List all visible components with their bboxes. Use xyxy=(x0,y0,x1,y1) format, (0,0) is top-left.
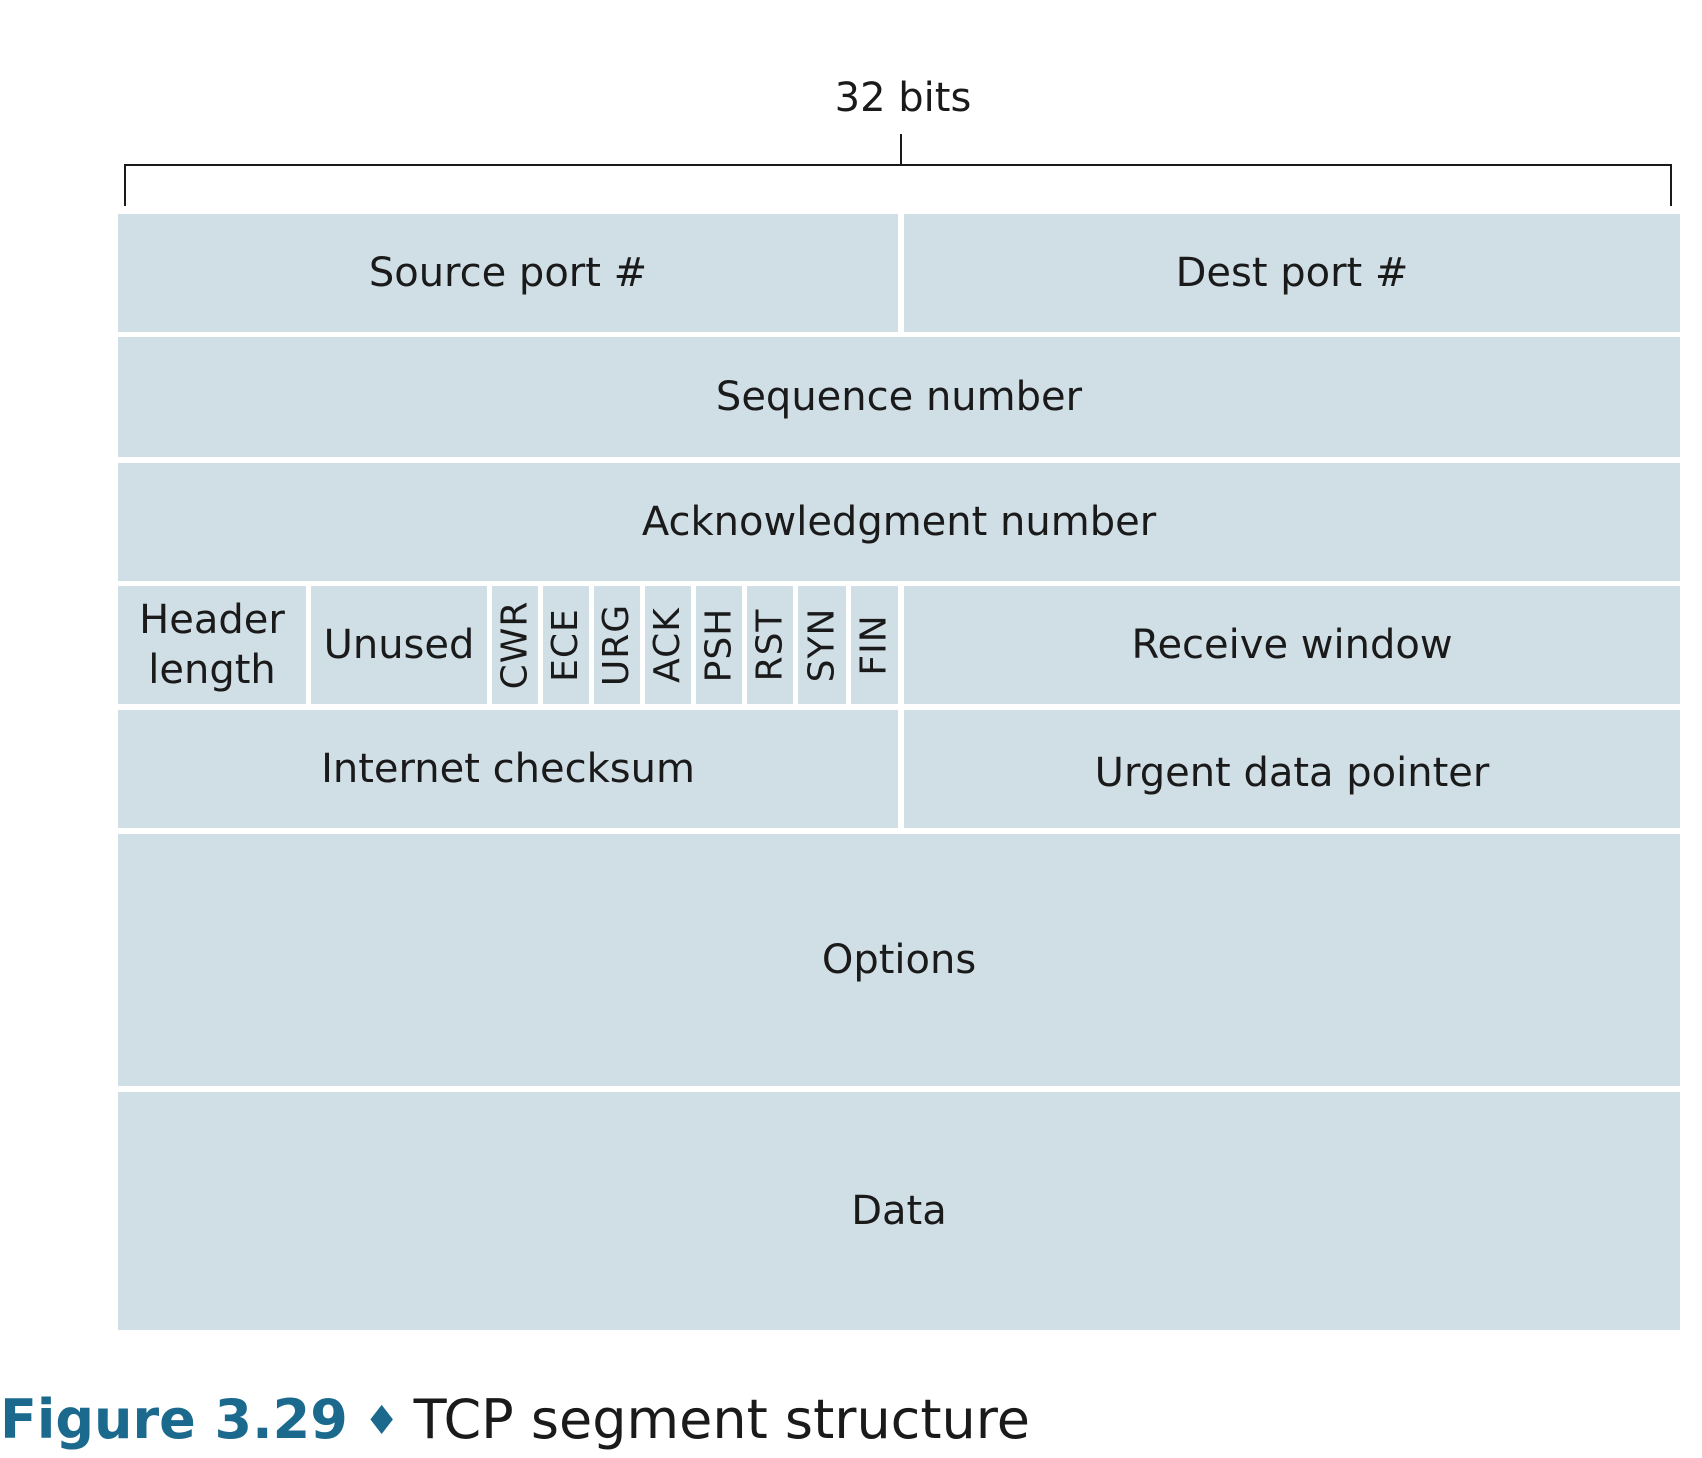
flag-psh-label: PSH xyxy=(698,607,740,683)
unused-field: Unused xyxy=(311,586,487,704)
data-field: Data xyxy=(118,1092,1680,1330)
source-port-field: Source port # xyxy=(118,214,898,332)
urgent-data-pointer-field: Urgent data pointer xyxy=(904,710,1680,828)
figure-number: Figure 3.29 xyxy=(0,1388,348,1451)
flag-ack: ACK xyxy=(645,586,691,704)
flag-rst: RST xyxy=(747,586,793,704)
source-port-label: Source port # xyxy=(368,250,648,296)
flag-syn-label: SYN xyxy=(801,607,842,683)
flag-ack-label: ACK xyxy=(647,607,688,683)
receive-window-field: Receive window xyxy=(904,586,1680,704)
figure-caption: Figure 3.29 ♦ TCP segment structure xyxy=(0,1388,1030,1457)
flag-syn: SYN xyxy=(798,586,846,704)
flag-rst-label: RST xyxy=(749,608,791,682)
flag-psh: PSH xyxy=(696,586,742,704)
flag-fin: FIN xyxy=(851,586,898,704)
header-length-field: Header length xyxy=(118,586,306,704)
data-label: Data xyxy=(851,1188,947,1234)
receive-window-label: Receive window xyxy=(1131,622,1453,668)
dest-port-label: Dest port # xyxy=(1175,250,1409,296)
options-label: Options xyxy=(821,937,977,983)
bits-label: 32 bits xyxy=(834,75,972,121)
internet-checksum-label: Internet checksum xyxy=(321,746,695,792)
urgent-data-pointer-label: Urgent data pointer xyxy=(1094,750,1490,796)
figure-title: TCP segment structure xyxy=(413,1388,1030,1451)
sequence-number-field: Sequence number xyxy=(118,337,1680,457)
flag-urg-label: URG xyxy=(596,603,638,687)
sequence-number-label: Sequence number xyxy=(715,374,1083,420)
header-length-label: Header length xyxy=(139,597,285,693)
width-bracket xyxy=(124,134,1672,206)
internet-checksum-field: Internet checksum xyxy=(118,710,898,828)
flag-urg: URG xyxy=(594,586,640,704)
flag-cwr-label: CWR xyxy=(494,600,535,690)
flag-ece-label: ECE xyxy=(545,608,587,682)
acknowledgment-number-label: Acknowledgment number xyxy=(641,499,1157,545)
flag-cwr: CWR xyxy=(492,586,538,704)
unused-label: Unused xyxy=(323,622,475,668)
dest-port-field: Dest port # xyxy=(904,214,1680,332)
acknowledgment-number-field: Acknowledgment number xyxy=(118,463,1680,581)
caption-separator: ♦ xyxy=(363,1398,400,1444)
flag-fin-label: FIN xyxy=(853,614,895,676)
flag-ece: ECE xyxy=(543,586,589,704)
options-field: Options xyxy=(118,834,1680,1086)
